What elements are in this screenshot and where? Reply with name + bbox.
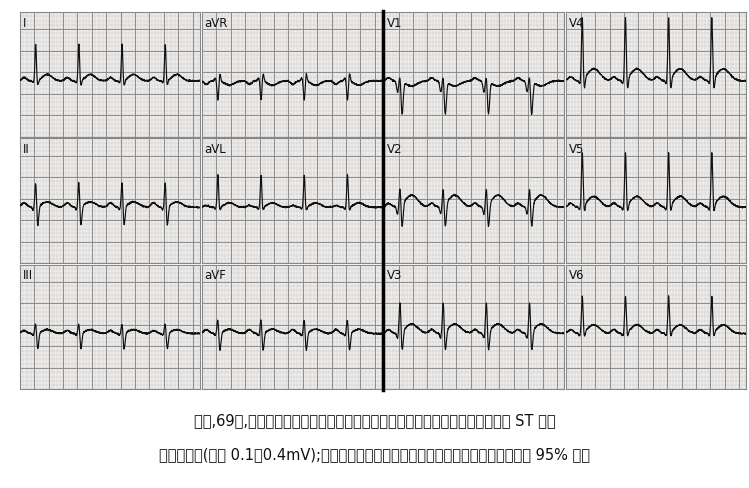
Text: I: I — [22, 17, 26, 30]
Text: aVR: aVR — [204, 17, 228, 30]
Text: V4: V4 — [569, 17, 585, 30]
Text: III: III — [22, 269, 33, 282]
Text: 缺血型改变(压低 0.1～0.4mV);冠状动脉造影显示右冠状动脉近乎全部阻塞、左前降肢 95% 狭窄: 缺血型改变(压低 0.1～0.4mV);冠状动脉造影显示右冠状动脉近乎全部阻塞、… — [159, 447, 590, 462]
Text: aVF: aVF — [204, 269, 227, 282]
Text: 男性,69岁,胸痛发作数分钟。显示窦性心动过速、左前分支阻滞、下壁及前侧壁 ST 段呈: 男性,69岁,胸痛发作数分钟。显示窦性心动过速、左前分支阻滞、下壁及前侧壁 ST… — [194, 412, 555, 427]
Text: V6: V6 — [569, 269, 585, 282]
Text: V5: V5 — [569, 142, 584, 156]
Text: V2: V2 — [387, 142, 402, 156]
Text: II: II — [22, 142, 29, 156]
Text: aVL: aVL — [204, 142, 226, 156]
Text: V3: V3 — [387, 269, 402, 282]
Text: V1: V1 — [387, 17, 402, 30]
